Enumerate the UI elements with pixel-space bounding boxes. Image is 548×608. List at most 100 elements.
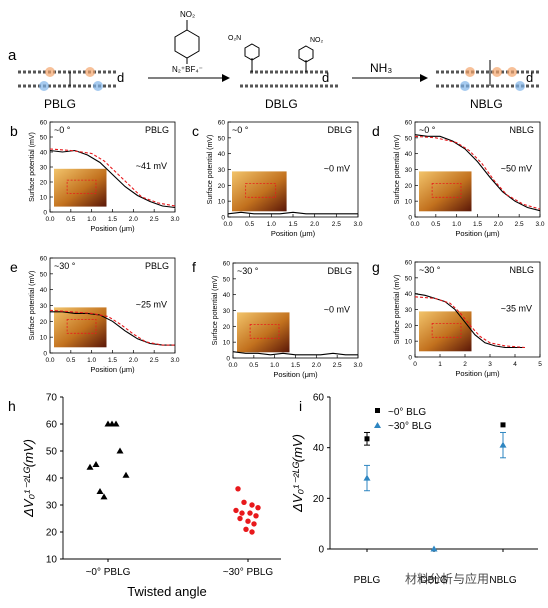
ytick-label: 30 <box>46 501 58 512</box>
arrow-head-1 <box>222 74 230 82</box>
ytick-label: 40 <box>46 474 58 485</box>
watermark: 材料分析与应用 <box>405 571 489 586</box>
spacing-d-2: d <box>322 70 329 85</box>
xtick-label: 3 <box>488 361 492 368</box>
xtick-label: 1.5 <box>108 357 117 364</box>
ytick-label: 70 <box>46 393 58 404</box>
xaxis-label: Twisted angle <box>127 584 207 599</box>
scan-region-box <box>431 182 462 198</box>
kpfm-panel-c: c 0 10 20 30 40 50 60 0.0 0.5 1.0 1.5 2.0 2.5 3.0 Posit… <box>192 120 363 239</box>
ytick-label: 60 <box>405 120 413 127</box>
sample-label: DBLG <box>327 125 352 135</box>
xtick-label: 1 <box>438 361 442 368</box>
sample-label: DBLG <box>327 266 352 276</box>
ytick-label: 50 <box>405 275 413 282</box>
afm-inset-image <box>232 171 287 212</box>
angle-label: ~30 ° <box>237 266 259 276</box>
state-pblg: PBLG <box>44 97 76 111</box>
ytick-label: 30 <box>40 165 48 172</box>
scatter-point-30deg <box>251 521 257 527</box>
data-point-0deg <box>500 422 506 428</box>
ytick-label: 20 <box>218 183 226 190</box>
legend-label-30deg: ~30° BLG <box>388 421 432 432</box>
legend-label-0deg: ~0° BLG <box>388 407 426 418</box>
scatter-point-0deg <box>122 471 130 478</box>
ytick-label: 60 <box>218 120 226 127</box>
xtick-label: 1.5 <box>473 221 482 228</box>
yaxis-label: ΔV₀¹⁻²ᴸᴳ(mV) <box>290 434 305 513</box>
ytick-label: 60 <box>405 260 413 267</box>
sample-label: NBLG <box>509 265 534 275</box>
xtick-label: 1.0 <box>452 221 461 228</box>
ytick-label: 50 <box>218 135 226 142</box>
scan-region-box <box>431 322 462 338</box>
xaxis-label: Position (μm) <box>455 229 500 238</box>
panel-letter-c: c <box>192 123 199 139</box>
reagent-group: NO₂ <box>180 10 195 19</box>
potential-annotation: ~0 mV <box>324 163 350 173</box>
xtick-label: 0.5 <box>249 362 258 369</box>
yaxis-label: Surface potential (mV) <box>29 271 36 341</box>
legend: ~0° BLG ~30° BLG <box>374 407 432 432</box>
ytick-label: 60 <box>313 393 325 404</box>
sample-label: PBLG <box>145 261 169 271</box>
xtick-label: 2.5 <box>150 216 159 223</box>
angle-label: ~0 ° <box>232 125 249 135</box>
scatter-point-0deg <box>92 461 100 467</box>
reagent-nh3: NH₃ <box>370 61 392 75</box>
ytick-label: 50 <box>46 447 58 458</box>
afm-inset-image <box>419 171 472 212</box>
ytick-label: 20 <box>40 180 48 187</box>
data-point-0deg <box>364 436 370 442</box>
legend-marker-0deg <box>375 408 380 413</box>
afm-inset-image <box>237 312 290 353</box>
ytick-label: 10 <box>405 199 413 206</box>
yaxis-label: Surface potential (mV) <box>212 276 219 346</box>
ytick-label: 10 <box>40 335 48 342</box>
dblg-lattice: O₂N NO₂ d <box>228 35 340 88</box>
potential-annotation: ~50 mV <box>501 163 532 173</box>
scatter-point-30deg <box>243 526 249 532</box>
ytick-label: 0 <box>408 215 412 222</box>
xtick-label: 1.0 <box>87 216 96 223</box>
angle-label: ~0 ° <box>419 125 436 135</box>
ytick-label: 0 <box>43 351 47 358</box>
xtick-label: 1.0 <box>270 362 279 369</box>
ytick-label: 60 <box>40 120 48 127</box>
scatter-point-30deg <box>249 529 255 535</box>
xaxis-label: Position (μm) <box>90 365 135 374</box>
state-nblg: NBLG <box>470 97 503 111</box>
potential-profile-line <box>414 134 541 212</box>
fit-profile-line <box>49 309 175 346</box>
potential-annotation: ~25 mV <box>136 299 167 309</box>
ytick-label: 40 <box>40 150 48 157</box>
ytick-label: 30 <box>405 167 413 174</box>
scatter-point-0deg <box>100 493 108 500</box>
scan-region-box <box>66 318 97 334</box>
xtick-label: DBLG <box>420 575 447 586</box>
ytick-label: 20 <box>223 324 231 331</box>
angle-label: ~30 ° <box>54 261 76 271</box>
xaxis-label: Position (μm) <box>455 369 500 378</box>
xaxis-label: Position (μm) <box>90 224 135 233</box>
ytick-label: 0 <box>221 215 225 222</box>
scatter-point-30deg <box>255 505 261 511</box>
scatter-point-0deg <box>86 463 94 470</box>
ytick-label: 10 <box>46 555 58 566</box>
xtick-label: 2.5 <box>150 357 159 364</box>
ytick-label: 0 <box>226 356 230 363</box>
scan-region-box <box>245 182 277 198</box>
scatter-point-0deg <box>96 488 104 494</box>
yaxis-label: ΔV₀¹⁻²ᴸᴳ(mV) <box>21 439 36 518</box>
potential-profile-line <box>232 351 358 356</box>
ytick-label: 50 <box>223 276 231 283</box>
nblg-lattice: d <box>436 60 540 91</box>
xtick-label: 0.0 <box>223 221 232 228</box>
ytick-label: 30 <box>405 307 413 314</box>
data-point-30deg <box>363 474 371 481</box>
scatter-point-30deg <box>249 502 255 508</box>
xtick-label: 1.0 <box>87 357 96 364</box>
ytick-label: 40 <box>313 443 325 454</box>
